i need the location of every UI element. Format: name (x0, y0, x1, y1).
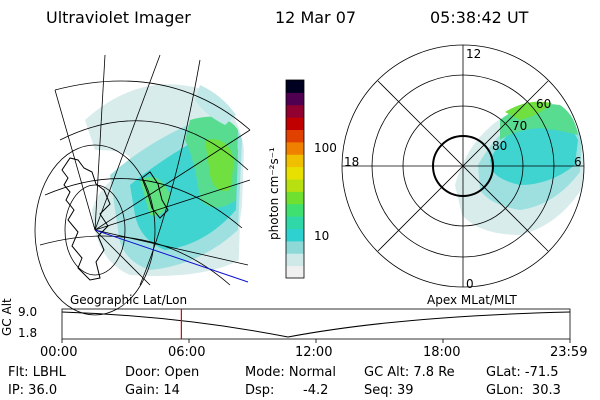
info-door: Door: Open (125, 365, 200, 380)
colorbar-band (286, 141, 304, 155)
geo-grid (34, 54, 251, 316)
colorbar-band (286, 191, 304, 205)
colorbar-band (286, 228, 304, 242)
colorbar-band (286, 216, 304, 229)
polar-aurora-image (455, 101, 584, 235)
info-glat: GLat: -71.5 (486, 365, 559, 380)
timeline-y-tick-max: 9.0 (18, 305, 38, 319)
polar-grid (341, 44, 585, 288)
colorbar-band (286, 203, 304, 217)
timeline-x-tick-0600: 06:00 (168, 345, 206, 360)
mlt-label-18: 18 (344, 155, 360, 169)
colorbar-band (286, 104, 304, 118)
info-glon: GLon: 30.3 (486, 383, 561, 398)
coastline (61, 157, 169, 281)
instrument-title: Ultraviolet Imager (46, 8, 191, 27)
info-dsp-value: -4.2 (303, 383, 329, 398)
colorbar-tick-10: 10 (314, 229, 330, 243)
mlat-label-60: 60 (536, 97, 552, 111)
info-filter: Flt: LBHL (8, 365, 66, 380)
colorbar-band (286, 129, 304, 143)
polar-lat-80-ring (432, 135, 494, 197)
date-label: 12 Mar 07 (275, 8, 357, 27)
colorbar-band (286, 179, 304, 192)
timeline-y-tick-min: 1.8 (18, 326, 38, 340)
colorbar-band (286, 154, 304, 168)
mlt-label-0: 0 (466, 277, 474, 291)
colorbar-band (286, 265, 304, 279)
info-dsp: Dsp: (245, 383, 275, 398)
altitude-curve (61, 311, 571, 338)
info-gc-alt: GC Alt: 7.8 Re (364, 365, 455, 380)
info-gain: Gain: 14 (125, 383, 180, 398)
info-ip: IP: 36.0 (8, 383, 58, 398)
timeline-x-tick-2359: 23:59 (550, 345, 588, 360)
timeline-x-tick-1200: 12:00 (295, 345, 333, 360)
time-label: 05:38:42 UT (430, 8, 529, 27)
terminator-line (94, 229, 249, 283)
timeline-x-tick-1800: 18:00 (423, 345, 461, 360)
colorbar-band (286, 240, 304, 254)
mlat-label-70: 70 (512, 119, 528, 133)
mlt-label-6: 6 (574, 155, 582, 169)
timeline-x-tick-0000: 00:00 (40, 345, 78, 360)
mlat-label-80: 80 (492, 139, 508, 153)
colorbar-band (286, 166, 304, 180)
colorbar-tick-100: 100 (314, 141, 337, 155)
polar-panel-label: Apex MLat/MLT (427, 293, 517, 307)
colorbar-band (286, 253, 304, 267)
info-seq: Seq: 39 (364, 383, 414, 398)
colorbar-band (286, 117, 304, 130)
geo-panel-label: Geographic Lat/Lon (70, 293, 188, 307)
info-mode: Mode: Normal (245, 365, 336, 380)
mlt-label-12: 12 (466, 47, 482, 61)
colorbar-band (286, 92, 304, 106)
colorbar-band (286, 80, 304, 93)
